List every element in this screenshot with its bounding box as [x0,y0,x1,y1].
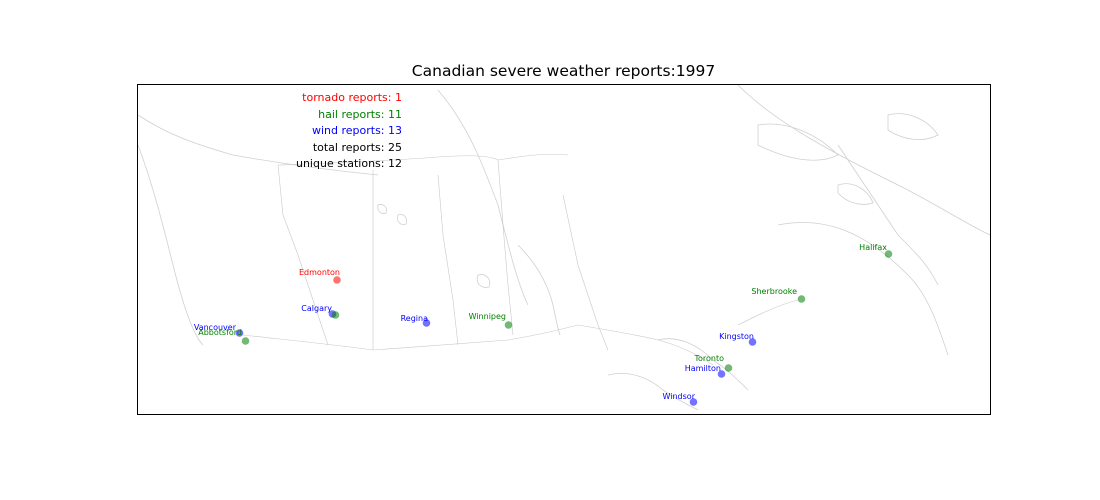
great-lakes [657,338,749,391]
station-label-abbotsford: Abbotsford [198,328,242,337]
station-label-regina: Regina [401,314,428,323]
wind-count: wind reports: 13 [311,124,402,137]
province-line-on-qc [562,194,609,351]
bay-coast [517,244,561,336]
report-marker-toronto-hail [724,364,733,372]
lake-small-1 [377,204,387,214]
report-marker-regina-wind [422,319,431,327]
station-label-winnipeg: Winnipeg [469,312,506,321]
station-label-calgary: Calgary [301,304,332,313]
basemap [138,85,990,411]
coastline-west [138,144,204,346]
station-count: unique stations: 12 [295,157,402,170]
province-line-mb-on [497,159,514,336]
station-label-halifax: Halifax [859,243,887,252]
report-marker-calgary-hail [331,311,340,319]
report-marker-winnipeg-hail [504,321,513,329]
border-ontario-us [577,324,714,366]
territory-line [277,155,499,166]
station-label-toronto: Toronto [693,354,724,363]
map-canvas: Edmonton Calgary Regina Winnipeg VancouverAb… [138,85,990,411]
coastline-east [777,222,949,356]
station-label-hamilton: Hamilton [685,364,721,373]
coastline-labrador [837,144,939,286]
us-canada-border [242,324,579,351]
coastline-hudson-west [437,89,529,306]
hail-count: hail reports: 11 [318,108,402,121]
map-frame: Edmonton Calgary Regina Winnipeg Vancouver Ab… [137,84,991,415]
station-markers: Edmonton Calgary Regina Winnipeg VancouverAb… [194,243,893,406]
lake-small-2 [397,214,407,225]
station-label-kingston: Kingston [719,332,754,341]
report-marker-edmonton-tornado [333,276,341,284]
border-quebec-us [737,299,799,326]
lake-shore-2 [607,373,699,411]
territory-line-2 [497,153,569,161]
tornado-count: tornado reports: 1 [302,91,402,104]
report-marker-abbotsford-hail [241,337,250,345]
island-2 [887,113,939,140]
coastline-north-1 [138,114,379,176]
report-marker-windsor-wind [689,398,698,406]
province-line-sk-mb [437,174,459,346]
station-label-windsor: Windsor [663,392,696,401]
province-line-bc-ab [277,164,329,346]
report-marker-halifax-hail [884,250,893,258]
report-marker-sherbrooke-hail [797,295,806,303]
station-label-edmonton: Edmonton [299,268,340,277]
total-count: total reports: 25 [312,141,402,154]
coastline-baffin [737,85,990,236]
political-borders [242,153,799,366]
report-marker-hamilton-wind [717,370,726,378]
station-label-sherbrooke: Sherbrooke [751,287,797,296]
report-marker-kingston-wind [748,338,757,346]
station-label-vancouver: Vancouver [194,323,237,332]
map-title: Canadian severe weather reports:1997 [411,62,716,80]
lake-small-3 [476,274,491,288]
report-marker-vancouver-wind [235,329,244,337]
island-1 [757,123,839,161]
island-3 [837,183,874,205]
